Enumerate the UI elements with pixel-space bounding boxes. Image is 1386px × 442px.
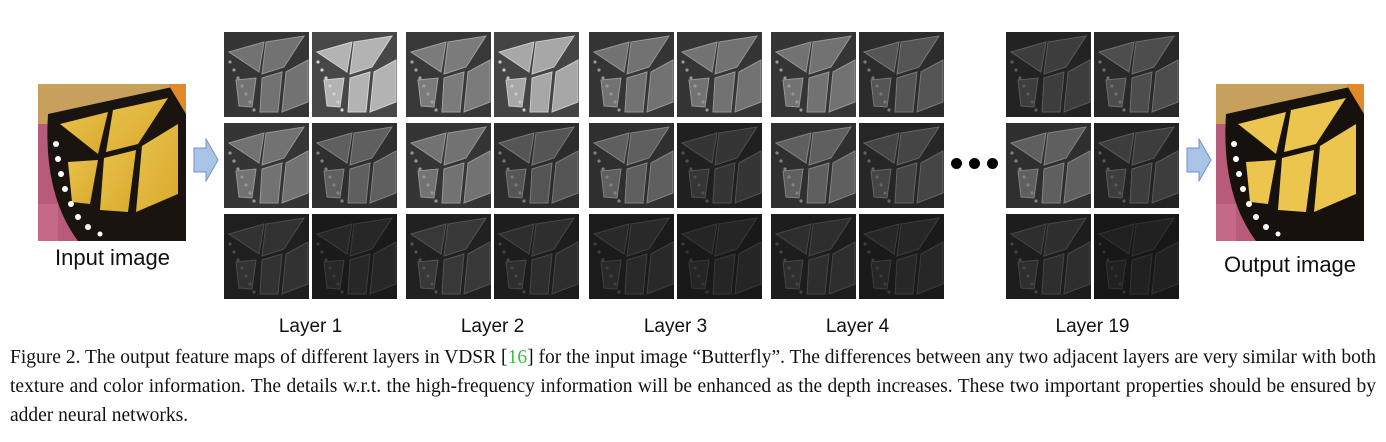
feature-map-tile (771, 214, 856, 299)
feature-map-tile (677, 32, 762, 117)
feature-map-tile (494, 32, 579, 117)
arrow-right-icon (1186, 137, 1212, 187)
feature-map-tile (494, 214, 579, 299)
feature-map-tile (1006, 32, 1091, 117)
feature-map-tile (1094, 32, 1179, 117)
feature-map-tile (224, 123, 309, 208)
ellipsis-dot (969, 158, 980, 169)
feature-map-tile (1094, 123, 1179, 208)
caption-tail: ] for the input image “Butterfly”. The d… (10, 347, 1376, 426)
ellipsis-dot (951, 158, 962, 169)
feature-map-tile (1006, 214, 1091, 299)
caption-lead: Figure 2. The output feature maps of dif… (10, 347, 508, 368)
feature-map-tile (859, 214, 944, 299)
citation-link[interactable]: 16 (507, 347, 528, 368)
feature-map-tile (494, 123, 579, 208)
feature-map-tile (406, 214, 491, 299)
output-image-label: Output image (1223, 252, 1357, 277)
feature-map-tile (589, 32, 674, 117)
feature-map-tile (677, 123, 762, 208)
feature-map-tile (771, 32, 856, 117)
output-image (1216, 84, 1364, 241)
arrow-right-icon (193, 137, 219, 187)
layer-label-3: Layer 3 (643, 316, 708, 337)
layer-label-19: Layer 19 (1055, 316, 1130, 337)
feature-map-tile (589, 214, 674, 299)
feature-map-tile (859, 32, 944, 117)
layer-label-2: Layer 2 (460, 316, 525, 337)
feature-map-tile (312, 32, 397, 117)
feature-map-tile (771, 123, 856, 208)
figure-caption: Figure 2. The output feature maps of dif… (10, 343, 1376, 430)
feature-map-tile (224, 214, 309, 299)
feature-map-tile (1006, 123, 1091, 208)
feature-map-tile (312, 214, 397, 299)
feature-map-tile (224, 32, 309, 117)
input-image-label: Input image (55, 245, 170, 270)
ellipsis-dot (987, 158, 998, 169)
input-image (38, 84, 186, 241)
layer-label-4: Layer 4 (825, 316, 890, 337)
feature-map-tile (406, 32, 491, 117)
feature-map-tile (677, 214, 762, 299)
layer-label-1: Layer 1 (278, 316, 343, 337)
feature-map-tile (589, 123, 674, 208)
feature-map-tile (859, 123, 944, 208)
feature-map-tile (406, 123, 491, 208)
feature-map-tile (312, 123, 397, 208)
feature-map-tile (1094, 214, 1179, 299)
